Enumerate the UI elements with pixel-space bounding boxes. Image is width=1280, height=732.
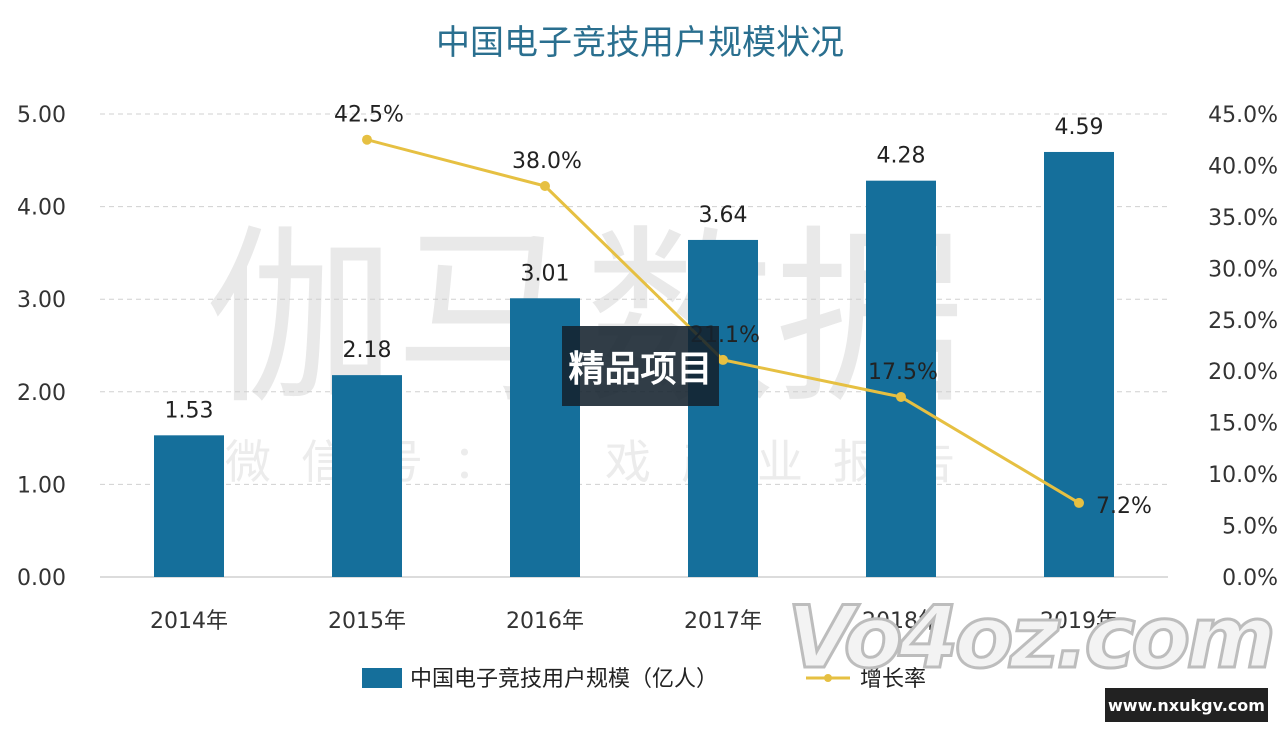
bar-value-label: 3.01: [521, 261, 570, 286]
legend-bar-label: 中国电子竞技用户规模（亿人）: [410, 667, 718, 692]
legend: 中国电子竞技用户规模（亿人） 增长率: [362, 667, 926, 692]
line-value-label: 17.5%: [868, 360, 938, 385]
x-tick-label: 2018年: [862, 609, 940, 634]
site-logo: Vo4oz.com: [786, 587, 1278, 690]
line-value-label: 42.5%: [334, 103, 404, 128]
line-value-label: 38.0%: [512, 149, 582, 174]
legend-bar-swatch: [362, 668, 402, 688]
x-tick-label: 2015年: [328, 609, 406, 634]
left-tick-label: 1.00: [17, 473, 66, 498]
right-tick-label: 0.0%: [1222, 566, 1278, 591]
right-tick-label: 25.0%: [1208, 309, 1278, 334]
left-tick-label: 5.00: [17, 103, 66, 128]
left-tick-label: 3.00: [17, 288, 66, 313]
right-axis: 0.0% 5.0% 10.0% 15.0% 20.0% 25.0% 30.0% 35.0% 40…: [1208, 103, 1278, 591]
bar: [688, 239, 758, 577]
line-point: [718, 354, 728, 365]
x-tick-label: 2019年: [1040, 609, 1118, 634]
bar-value-label: 4.59: [1055, 115, 1104, 140]
bar-value-label: 2.18: [343, 338, 392, 363]
legend-line-marker: [824, 674, 832, 682]
line-point: [540, 181, 550, 192]
bar-labels: 1.53 2.18 3.01 3.64 4.28 4.59: [165, 115, 1104, 423]
line-value-label: 7.2%: [1096, 494, 1152, 519]
line-point: [896, 391, 906, 402]
line-point: [1074, 497, 1084, 508]
left-tick-label: 0.00: [17, 566, 66, 591]
line-point: [362, 134, 372, 145]
left-tick-label: 2.00: [17, 381, 66, 406]
bar-value-label: 1.53: [165, 398, 214, 423]
growth-line-series: [362, 134, 1084, 508]
right-tick-label: 15.0%: [1208, 412, 1278, 437]
x-tick-label: 2014年: [150, 609, 228, 634]
legend-line-label: 增长率: [860, 667, 926, 692]
bar: [332, 375, 402, 577]
x-axis: 2014年 2015年 2016年 2017年 2018年 2019年: [150, 609, 1118, 634]
chart-title: 中国电子竞技用户规模状况: [436, 23, 844, 63]
right-tick-label: 30.0%: [1208, 257, 1278, 282]
bar: [154, 435, 224, 577]
site-url: www.nxukgv.com: [1105, 688, 1268, 722]
bar-value-label: 3.64: [699, 203, 748, 228]
bar-series: [154, 151, 1114, 577]
bar: [866, 180, 936, 577]
left-axis: 0.00 1.00 2.00 3.00 4.00 5.00: [17, 103, 66, 591]
right-tick-label: 40.0%: [1208, 154, 1278, 179]
right-tick-label: 45.0%: [1208, 103, 1278, 128]
x-tick-label: 2017年: [684, 609, 762, 634]
right-tick-label: 5.0%: [1222, 515, 1278, 540]
featured-badge: 精品项目: [562, 326, 719, 406]
right-tick-label: 35.0%: [1208, 206, 1278, 231]
right-tick-label: 20.0%: [1208, 360, 1278, 385]
x-tick-label: 2016年: [506, 609, 584, 634]
bar-value-label: 4.28: [877, 144, 926, 169]
left-tick-label: 4.00: [17, 196, 66, 221]
right-tick-label: 10.0%: [1208, 463, 1278, 488]
